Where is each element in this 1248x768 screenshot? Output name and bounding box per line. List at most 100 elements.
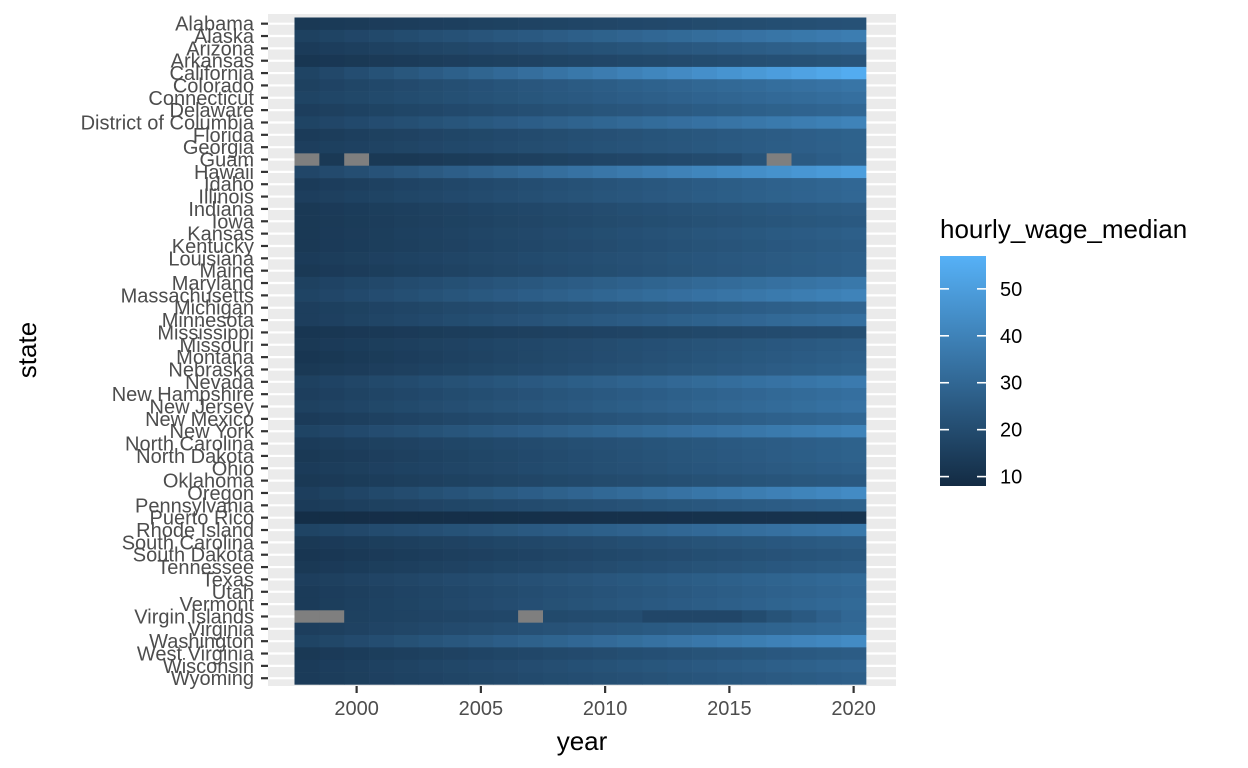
heatmap-cell (766, 17, 792, 31)
heatmap-cell (294, 511, 320, 525)
heatmap-cell (716, 54, 743, 68)
heatmap-cell (567, 388, 593, 401)
heatmap-cell (443, 585, 469, 599)
heatmap-cell (393, 301, 420, 315)
heatmap-cell (642, 338, 668, 352)
heatmap-cell (294, 363, 320, 376)
heatmap-cell (393, 462, 420, 475)
heatmap-cell (518, 128, 544, 142)
heatmap-cell (418, 672, 444, 685)
heatmap-cell (791, 190, 817, 204)
heatmap-cell (766, 610, 792, 623)
heatmap-cell (766, 301, 792, 315)
heatmap-cell (393, 388, 420, 401)
heatmap-cell (393, 536, 420, 549)
y-tick-label: Virginia (188, 619, 255, 641)
heatmap-cell (741, 91, 767, 105)
heatmap-cell (741, 400, 767, 413)
heatmap-cell (567, 647, 593, 660)
heatmap-cell (518, 42, 544, 55)
heatmap-cell (543, 635, 569, 648)
heatmap-cell (294, 264, 320, 278)
heatmap-cell (791, 54, 817, 68)
y-tick-label: New York (170, 421, 255, 443)
heatmap-cell (642, 499, 668, 512)
heatmap-cell (493, 437, 519, 451)
heatmap-cell (369, 375, 395, 389)
heatmap-cell (493, 276, 519, 290)
heatmap-cell (468, 585, 494, 599)
y-tick-label: Connecticut (148, 88, 254, 110)
heatmap-cell (816, 153, 842, 166)
heatmap-cell (617, 388, 643, 401)
heatmap-cell (294, 400, 320, 413)
heatmap-cell (518, 523, 544, 537)
heatmap-cell (592, 659, 618, 673)
heatmap-cell (493, 449, 519, 463)
heatmap-cell (567, 79, 593, 92)
heatmap-cell (319, 610, 345, 623)
heatmap-cell (443, 141, 469, 154)
heatmap-cell (841, 29, 867, 43)
heatmap-cell (816, 635, 842, 648)
heatmap-cell (692, 548, 718, 562)
heatmap-cell (294, 66, 320, 80)
heatmap-cell (592, 610, 618, 623)
heatmap-cell (493, 474, 519, 488)
heatmap-cell (393, 252, 420, 265)
heatmap-cell (468, 400, 494, 413)
heatmap-cell (617, 672, 643, 685)
heatmap-cell (592, 91, 618, 105)
heatmap-cell (319, 388, 345, 401)
heatmap-cell (443, 252, 469, 265)
heatmap-cell (493, 462, 519, 475)
heatmap-cell (518, 462, 544, 475)
heatmap-cell (667, 511, 693, 525)
heatmap-cell (468, 326, 494, 339)
heatmap-cell (617, 276, 643, 290)
heatmap-cell (543, 289, 569, 302)
heatmap-cell (716, 659, 743, 673)
heatmap-cell (816, 66, 842, 80)
heatmap-cell (816, 190, 842, 204)
heatmap-cell (692, 103, 718, 117)
heatmap-cell (667, 635, 693, 648)
heatmap-cell (567, 400, 593, 413)
heatmap-cell (344, 462, 370, 475)
heatmap-cell (791, 276, 817, 290)
heatmap-cell (393, 585, 420, 599)
heatmap-cell (518, 412, 544, 426)
heatmap-cell (791, 523, 817, 537)
heatmap-cell (692, 536, 718, 549)
heatmap-cell (294, 29, 320, 43)
heatmap-cell (518, 363, 544, 376)
legend: hourly_wage_median 10 20 30 40 50 (940, 214, 1187, 489)
heatmap-cell (841, 313, 867, 327)
heatmap-cell (617, 659, 643, 673)
heatmap-cell (543, 141, 569, 154)
heatmap-cell (418, 326, 444, 339)
heatmap-cell (791, 153, 817, 166)
heatmap-cell (766, 560, 792, 574)
heatmap-cell (617, 215, 643, 228)
heatmap-cell (791, 301, 817, 315)
heatmap-cell (443, 536, 469, 549)
heatmap-cell (716, 597, 743, 611)
y-tick-label: Hawaii (194, 162, 254, 184)
heatmap-cell (642, 91, 668, 105)
heatmap-cell (518, 573, 544, 586)
heatmap-cell (791, 610, 817, 623)
heatmap-cell (393, 597, 420, 611)
heatmap-cell (418, 375, 444, 389)
heatmap-cell (841, 523, 867, 537)
heatmap-cell (369, 400, 395, 413)
heatmap-cell (518, 178, 544, 191)
heatmap-cell (393, 326, 420, 339)
heatmap-cell (617, 523, 643, 537)
heatmap-cell (567, 350, 593, 364)
heatmap-cell (592, 276, 618, 290)
heatmap-cell (294, 425, 320, 438)
heatmap-cell (294, 659, 320, 673)
heatmap-cell (443, 264, 469, 278)
heatmap-cell (369, 597, 395, 611)
